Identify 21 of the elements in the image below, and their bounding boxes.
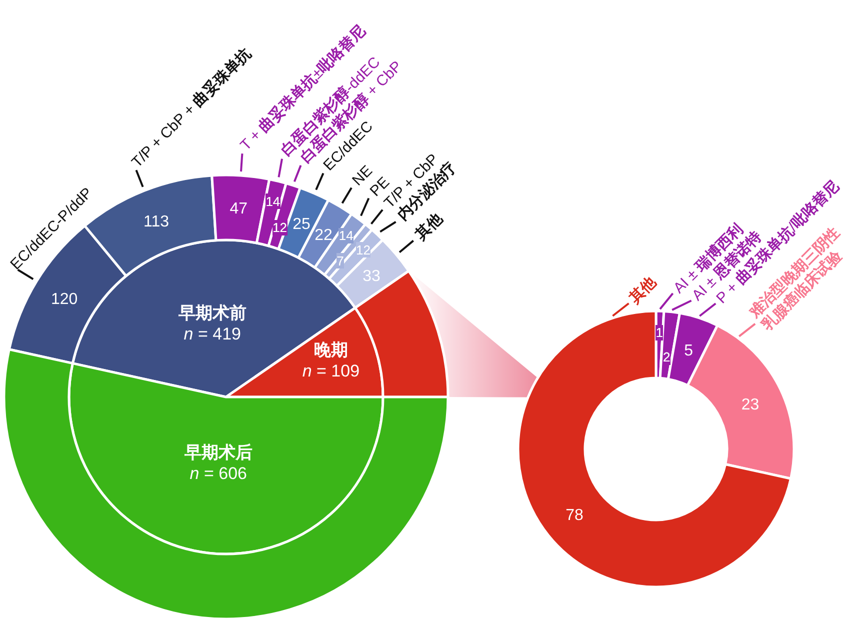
data-label: 113: [144, 213, 170, 230]
data-label: n = 606: [190, 464, 247, 484]
data-label: 5: [684, 342, 694, 360]
slice-label: 早期术前: [177, 304, 246, 323]
data-label: 47: [230, 200, 248, 218]
data-label: 2: [663, 350, 670, 365]
data-label: 12: [356, 242, 370, 258]
data-label: 22: [314, 227, 332, 244]
data-label: n = 419: [184, 324, 241, 344]
data-label: 7: [336, 253, 344, 268]
slice-label: 其他: [626, 272, 660, 308]
data-label: 14: [338, 228, 354, 244]
data-label: 120: [50, 290, 78, 308]
data-label: 23: [741, 396, 760, 414]
data-label: 25: [292, 216, 311, 233]
slice-label: 晚期: [314, 340, 348, 360]
data-label: 1: [656, 325, 663, 340]
data-label: 78: [566, 507, 584, 524]
data-label: 33: [362, 268, 380, 286]
slice-label: 早期术后: [183, 443, 252, 462]
data-label: n = 109: [302, 361, 360, 380]
